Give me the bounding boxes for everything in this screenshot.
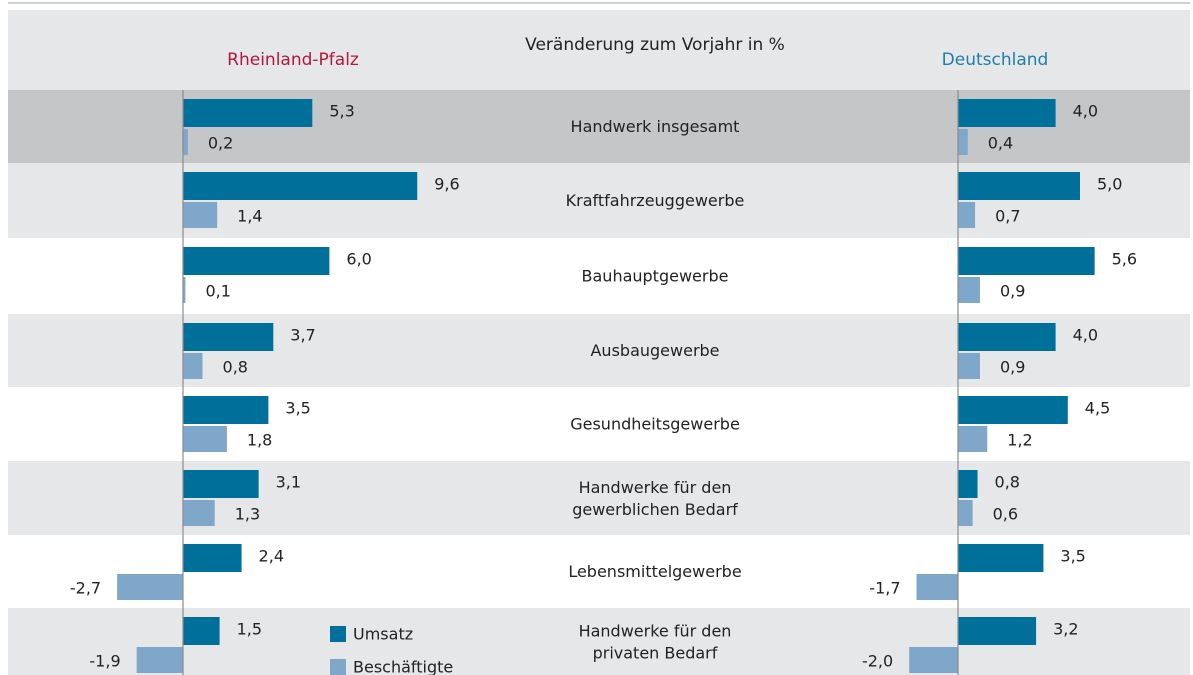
bar	[183, 323, 274, 351]
panel-title: Rheinland-Pfalz	[227, 50, 359, 70]
value-label: 2,4	[259, 547, 284, 566]
value-label: 1,4	[237, 207, 262, 226]
bar	[958, 129, 968, 155]
value-label: 1,5	[237, 620, 262, 639]
legend-label: Umsatz	[353, 625, 413, 644]
bar	[183, 172, 418, 200]
value-label: 0,6	[993, 505, 1018, 524]
bar	[183, 202, 218, 228]
header-band	[8, 10, 1190, 90]
value-label: 3,1	[276, 473, 301, 492]
bar	[958, 202, 976, 228]
bar	[183, 277, 186, 303]
value-label: 4,5	[1085, 399, 1110, 418]
chart-title: Veränderung zum Vorjahr in %	[525, 35, 785, 55]
category-label: Kraftfahrzeuggewerbe	[566, 191, 745, 210]
bar	[958, 396, 1068, 424]
value-label: 3,2	[1053, 620, 1078, 639]
value-label: 5,0	[1097, 175, 1122, 194]
category-label: Handwerk insgesamt	[571, 117, 740, 136]
value-label: 1,3	[235, 505, 260, 524]
bar	[958, 172, 1080, 200]
legend-swatch	[330, 626, 346, 642]
value-label: 5,3	[329, 102, 354, 121]
bar	[183, 500, 215, 526]
bar	[958, 99, 1056, 127]
value-label: 0,8	[995, 473, 1020, 492]
bar	[958, 353, 980, 379]
value-label: 0,4	[988, 134, 1013, 153]
bar	[958, 277, 980, 303]
bar	[958, 247, 1095, 275]
value-label: -2,0	[862, 652, 893, 671]
value-label: -1,7	[869, 579, 900, 598]
bar	[183, 247, 330, 275]
value-label: 3,5	[285, 399, 310, 418]
legend-swatch	[330, 659, 346, 675]
bar	[183, 426, 227, 452]
value-label: 0,7	[995, 207, 1020, 226]
value-label: 5,6	[1112, 250, 1137, 269]
value-label: 4,0	[1073, 326, 1098, 345]
bar	[916, 574, 958, 600]
value-label: 3,5	[1060, 547, 1085, 566]
bar	[958, 544, 1044, 572]
value-label: 0,8	[223, 358, 248, 377]
bar	[183, 129, 188, 155]
bar	[958, 470, 978, 498]
bar	[183, 99, 313, 127]
bar	[183, 470, 259, 498]
category-label: Lebensmittelgewerbe	[568, 562, 741, 581]
bar	[136, 647, 183, 673]
bar	[958, 500, 973, 526]
bar	[183, 544, 242, 572]
value-label: 0,2	[208, 134, 233, 153]
value-label: 0,1	[205, 282, 230, 301]
bar	[958, 426, 988, 452]
category-label: Gesundheitsgewerbe	[570, 415, 740, 434]
bar	[958, 617, 1037, 645]
value-label: 1,2	[1007, 431, 1032, 450]
category-label: Handwerke für den gewerblichen Bedarf	[572, 478, 738, 519]
value-label: -1,9	[89, 652, 120, 671]
panel-title: Deutschland	[942, 50, 1049, 70]
category-label: Handwerke für den privaten Bedarf	[579, 621, 732, 662]
value-label: 0,9	[1000, 282, 1025, 301]
value-label: 0,9	[1000, 358, 1025, 377]
bar	[117, 574, 183, 600]
bar	[909, 647, 958, 673]
bar	[183, 396, 269, 424]
legend-label: Beschäftigte	[353, 658, 453, 675]
value-label: 9,6	[434, 175, 459, 194]
category-label: Bauhauptgewerbe	[582, 267, 729, 286]
value-label: 4,0	[1073, 102, 1098, 121]
value-label: 1,8	[247, 431, 272, 450]
bar	[183, 617, 220, 645]
value-label: 6,0	[346, 250, 371, 269]
category-label: Ausbaugewerbe	[590, 341, 719, 360]
bar	[958, 323, 1056, 351]
bar	[183, 353, 203, 379]
value-label: 3,7	[290, 326, 315, 345]
value-label: -2,7	[70, 579, 101, 598]
